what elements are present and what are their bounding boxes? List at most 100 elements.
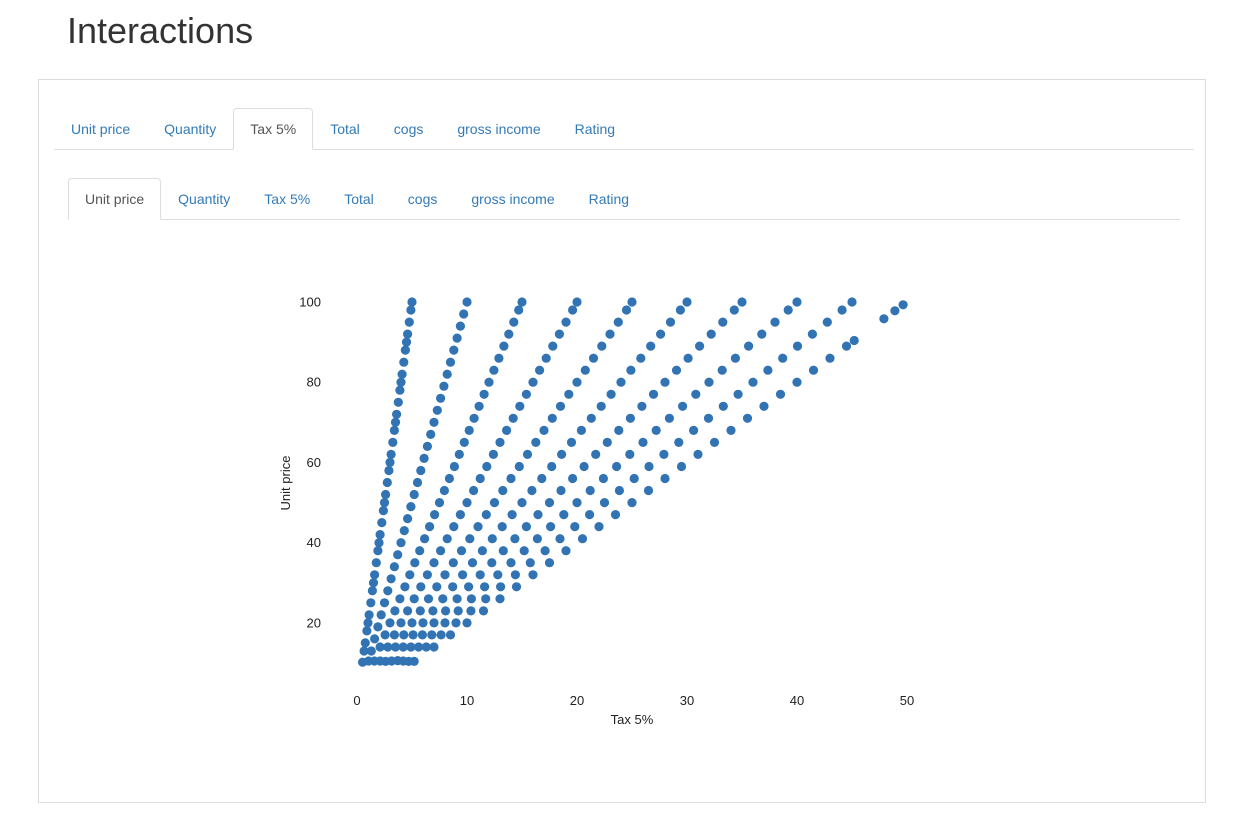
outer-tab-gross-income[interactable]: gross income <box>457 121 541 137</box>
scatter-point <box>389 562 399 572</box>
scatter-point <box>404 317 414 327</box>
scatter-point <box>415 606 425 616</box>
scatter-point <box>706 329 716 339</box>
scatter-point <box>390 606 400 616</box>
scatter-point <box>488 449 498 459</box>
scatter-point <box>379 598 390 608</box>
scatter-point <box>449 345 459 355</box>
scatter-point <box>400 582 410 592</box>
scatter-point <box>465 534 475 544</box>
scatter-point <box>429 417 439 427</box>
scatter-point <box>442 534 452 544</box>
scatter-point <box>414 642 424 652</box>
inner-tab-unit-price[interactable]: Unit price <box>68 178 162 220</box>
y-axis-label: Unit price <box>278 456 293 511</box>
scatter-point <box>532 534 543 544</box>
scatter-point <box>428 606 438 616</box>
scatter-point <box>464 582 474 592</box>
scatter-point <box>379 498 390 508</box>
inner-tab-gross-income[interactable]: gross income <box>471 191 555 207</box>
scatter-point <box>426 429 436 439</box>
scatter-point <box>478 606 489 616</box>
x-tick-label: 40 <box>790 693 804 708</box>
scatter-point <box>517 498 527 508</box>
scatter-point <box>493 570 503 580</box>
x-tick-label: 0 <box>353 693 360 708</box>
scatter-point <box>403 329 413 339</box>
scatter-point <box>792 377 802 387</box>
scatter-point <box>621 305 632 315</box>
scatter-point <box>564 389 574 399</box>
scatter-point <box>555 534 565 544</box>
scatter-point <box>561 546 571 556</box>
scatter-point <box>453 606 463 616</box>
scatter-point <box>596 401 606 411</box>
scatter-point <box>528 570 538 580</box>
scatter-point <box>659 449 669 459</box>
scatter-point <box>398 642 408 652</box>
y-tick-label: 100 <box>299 295 321 310</box>
scatter-point <box>637 401 647 411</box>
scatter-point <box>548 341 558 351</box>
inner-tab-cogs[interactable]: cogs <box>407 191 438 207</box>
scatter-point <box>502 425 512 435</box>
outer-tab-tax-5pct[interactable]: Tax 5% <box>233 108 314 150</box>
scatter-point <box>408 630 418 640</box>
scatter-point <box>599 498 610 508</box>
scatter-point <box>674 437 684 447</box>
scatter-point <box>591 449 601 459</box>
scatter-point <box>890 306 900 316</box>
scatter-point <box>389 630 399 640</box>
scatter-point <box>417 630 427 640</box>
outer-tab-quantity[interactable]: Quantity <box>164 121 217 137</box>
scatter-point <box>537 473 547 484</box>
scatter-point <box>396 618 406 628</box>
scatter-point <box>477 546 487 556</box>
scatter-point <box>459 309 469 319</box>
scatter-point <box>709 437 720 447</box>
x-axis-ticks: 0 10 20 30 40 50 <box>353 693 914 708</box>
outer-tab-cogs[interactable]: cogs <box>393 121 424 137</box>
scatter-point <box>648 389 659 399</box>
scatter-point <box>420 534 430 544</box>
inner-tab-quantity[interactable]: Quantity <box>178 191 231 207</box>
scatter-point <box>405 570 415 580</box>
scatter-point <box>464 425 474 435</box>
inner-tab-tax-5pct[interactable]: Tax 5% <box>264 191 311 207</box>
scatter-point <box>792 341 803 351</box>
scatter-point <box>605 329 615 339</box>
scatter-point <box>368 578 379 588</box>
scatter-point <box>487 558 497 568</box>
scatter-point <box>511 582 522 592</box>
scatter-point <box>577 534 588 544</box>
outer-tab-unit-price[interactable]: Unit price <box>71 121 131 137</box>
scatter-point <box>625 413 636 423</box>
scatter-point <box>452 333 462 343</box>
scatter-point <box>399 357 409 367</box>
scatter-point <box>388 437 398 447</box>
scatter-point <box>837 305 847 315</box>
outer-tab-total[interactable]: Total <box>330 121 360 137</box>
scatter-point <box>822 317 832 327</box>
scatter-point <box>519 546 529 556</box>
scatter-point <box>481 509 491 520</box>
scatter-point <box>570 522 580 532</box>
scatter-point <box>455 509 465 520</box>
inner-tab-rating[interactable]: Rating <box>588 191 630 207</box>
scatter-point <box>660 473 670 484</box>
inner-tab-total[interactable]: Total <box>344 191 374 207</box>
scatter-point <box>458 570 468 580</box>
scatter-point <box>383 586 393 596</box>
scatter-point <box>409 489 419 500</box>
scatter-point <box>594 522 604 532</box>
scatter-point <box>514 461 524 472</box>
scatter-point <box>675 305 686 315</box>
scatter-point <box>625 449 635 459</box>
scatter-point <box>509 317 519 327</box>
scatter-point <box>484 377 494 387</box>
outer-tab-rating[interactable]: Rating <box>574 121 616 137</box>
scatter-point <box>547 461 557 472</box>
scatter-point <box>683 353 693 363</box>
scatter-point <box>572 297 582 307</box>
scatter-point <box>506 558 516 568</box>
